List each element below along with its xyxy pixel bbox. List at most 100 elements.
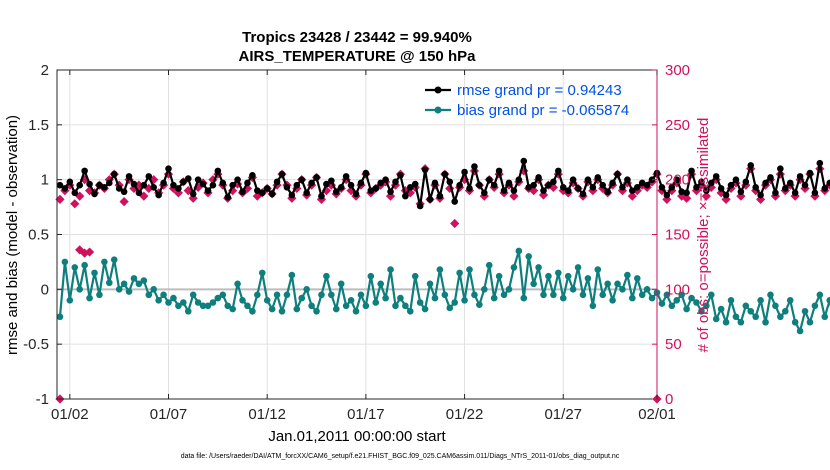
bias-point [767,291,774,299]
rmse-point [609,179,616,187]
bias-point [392,302,399,310]
bias-point [688,294,695,302]
rmse-point [352,190,360,198]
chart-title-line1: Tropics 23428 / 23442 = 99.940% [242,29,472,46]
rmse-point [367,187,375,194]
rmse-point [707,179,715,187]
bias-point [110,256,118,264]
bias-point [471,291,478,299]
obs-count-point [548,182,558,192]
rmse-point [712,173,720,180]
bias-point [446,304,454,312]
bias-point [535,264,542,271]
rmse-point [589,184,597,191]
bias-point [673,297,681,304]
rmse-point [402,192,409,200]
rmse-point [481,189,488,197]
obs-count-point [119,197,129,207]
bias-point [101,258,108,266]
rmse-point [184,175,192,182]
rmse-point [717,185,725,192]
rmse-point [214,167,222,175]
rmse-point [569,176,577,183]
obs-count-point [55,194,65,205]
bias-point [722,318,730,326]
rmse-point [278,170,286,178]
bias-point [520,294,528,302]
rmse-point [732,176,740,183]
rmse-point [698,178,705,186]
rmse-point [372,185,380,192]
bias-point [194,299,202,306]
bias-point [160,291,167,299]
rmse-point [61,185,69,192]
bias-point [569,286,577,293]
bias-point [283,291,291,299]
rmse-point [180,178,187,186]
legend-bias-label: bias grand pr = -0.065874 [457,102,629,119]
rmse-point [254,187,261,194]
bias-point [352,307,360,315]
rmse-point [476,181,483,189]
rmse-series [56,157,830,210]
bias-point [525,253,533,260]
bias-point [668,302,676,310]
bias-point [362,302,370,310]
y-left-tick-label: 0 [41,281,49,298]
bias-point [170,294,177,302]
rmse-point [466,185,473,192]
rmse-point [599,181,607,189]
y-right-tick-label: 0 [665,391,673,408]
bias-point [298,294,306,302]
bias-point [308,302,315,310]
bias-point [155,297,162,304]
rmse-point [555,167,562,175]
x-tick-label: 01/27 [544,406,582,423]
obs-count-point [400,186,410,196]
rmse-point [456,181,463,189]
bias-point [707,291,715,299]
bias-point [811,302,819,310]
y-right-tick-label: 50 [665,336,682,353]
bias-point [66,297,74,304]
legend-bias-marker [434,106,442,114]
bias-point [397,294,404,302]
rmse-point [130,180,138,188]
bias-point [318,291,325,299]
rmse-point [584,176,592,183]
legend: rmse grand pr = 0.94243 bias grand pr = … [425,82,629,119]
rmse-point [806,169,814,177]
y-right-tick-label: 200 [665,172,690,189]
bias-point [189,291,197,299]
rmse-point [258,189,266,197]
y-right-tick-label: 150 [665,227,690,244]
bias-point [485,261,493,269]
bias-point [332,305,340,313]
data-file-footer: data file: /Users/raeder/DAI/ATM_forcXX/… [181,453,620,460]
rmse-point [303,189,310,197]
rmse-point [757,191,764,199]
rmse-point [199,180,207,188]
bias-point [545,272,552,280]
bias-point [762,318,769,326]
rmse-point [170,181,177,189]
rmse-point [436,192,444,200]
rmse-point [816,159,824,167]
bias-point [219,291,227,299]
bias-point [712,315,720,323]
bias-point [303,286,310,293]
obs-count-point [70,199,80,209]
bias-point [224,302,232,310]
rmse-point [688,167,695,175]
bias-point [431,294,439,302]
bias-point [742,302,750,310]
rmse-point [643,181,651,189]
rmse-point [101,184,108,191]
bias-point [451,299,458,306]
rmse-point [703,187,710,194]
rmse-point [229,181,236,189]
rmse-point [678,188,685,196]
rmse-point [614,170,621,178]
rmse-point [145,173,153,180]
rmse-point [638,179,646,187]
